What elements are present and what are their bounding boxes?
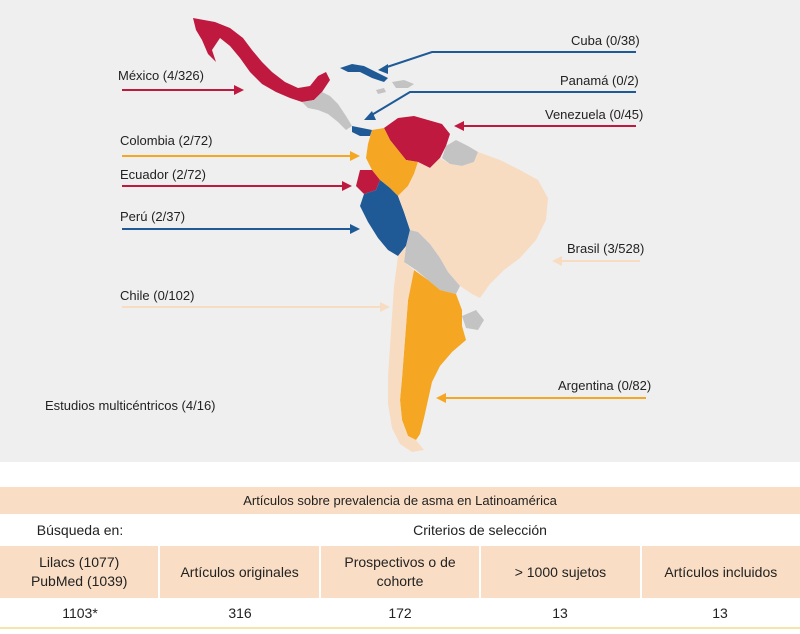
country-uruguay — [462, 310, 484, 330]
caribbean-islands — [376, 80, 414, 94]
label-arrows — [122, 51, 646, 403]
cell-line: Artículos originales — [180, 563, 299, 580]
label-chile: Chile (0/102) — [120, 288, 195, 303]
cell-line: PubMed (1039) — [30, 573, 128, 589]
table-cell: Artículos incluidos — [642, 546, 800, 598]
country-cuba — [340, 64, 388, 82]
selection-table: Artículos sobre prevalencia de asma en L… — [0, 487, 800, 629]
cell-line: > 1000 sujetos — [514, 563, 607, 580]
label-argentina: Argentina (0/82) — [558, 378, 652, 393]
table-cell: > 1000 sujetos — [481, 546, 642, 598]
country-chile — [388, 246, 424, 452]
criteria-header: Criterios de selección — [413, 522, 547, 538]
label-peru: Perú (2/37) — [120, 209, 186, 224]
label-colombia: Colombia (2/72) — [120, 133, 213, 148]
value-originals: 316 — [228, 604, 252, 621]
table-cell: Artículos originales — [160, 546, 321, 598]
map-panel: Cuba (0/38) México (4/326) Panamá (0/2) … — [0, 0, 800, 462]
country-argentina — [400, 270, 466, 440]
country-brasil — [398, 152, 548, 298]
label-cuba: Cuba (0/38) — [571, 33, 640, 48]
value-prospective: 172 — [388, 604, 412, 621]
table-cell: Prospectivos o de cohorte — [321, 546, 482, 598]
table-criteria-row: Lilacs (1077) PubMed (1039) Artículos or… — [0, 546, 800, 598]
label-ecuador: Ecuador (2/72) — [120, 167, 206, 182]
country-peru — [360, 180, 410, 256]
label-venezuela: Venezuela (0/45) — [545, 107, 644, 122]
country-colombia — [366, 128, 418, 196]
cell-line: Artículos incluidos — [664, 563, 778, 580]
country-venezuela — [384, 116, 450, 168]
value-over-1000: 13 — [552, 604, 568, 621]
country-central-america — [302, 92, 352, 130]
value-search: 1103* — [62, 604, 98, 621]
country-mexico — [193, 18, 330, 102]
cell-line: Prospectivos o de — [344, 554, 456, 570]
value-included: 13 — [712, 604, 728, 621]
country-ecuador — [356, 170, 380, 194]
label-mexico: México (4/326) — [118, 68, 204, 83]
country-guianas — [442, 140, 478, 166]
country-bolivia-paraguay — [404, 230, 460, 294]
label-brasil: Brasil (3/528) — [567, 241, 645, 256]
label-multicenter: Estudios multicéntricos (4/16) — [45, 398, 216, 413]
cell-line: Lilacs (1077) — [39, 554, 120, 570]
table-header-row: Búsqueda en: Criterios de selección — [0, 514, 800, 546]
country-panama — [352, 126, 372, 136]
label-panama: Panamá (0/2) — [560, 73, 639, 88]
cell-line: cohorte — [376, 573, 424, 589]
latin-america-map — [122, 18, 646, 452]
table-values-row: 1103* 316 172 13 13 — [0, 598, 800, 629]
table-cell: Lilacs (1077) PubMed (1039) — [0, 546, 161, 598]
search-header: Búsqueda en: — [36, 522, 124, 538]
table-title: Artículos sobre prevalencia de asma en L… — [243, 493, 557, 508]
table-title-row: Artículos sobre prevalencia de asma en L… — [0, 487, 800, 514]
